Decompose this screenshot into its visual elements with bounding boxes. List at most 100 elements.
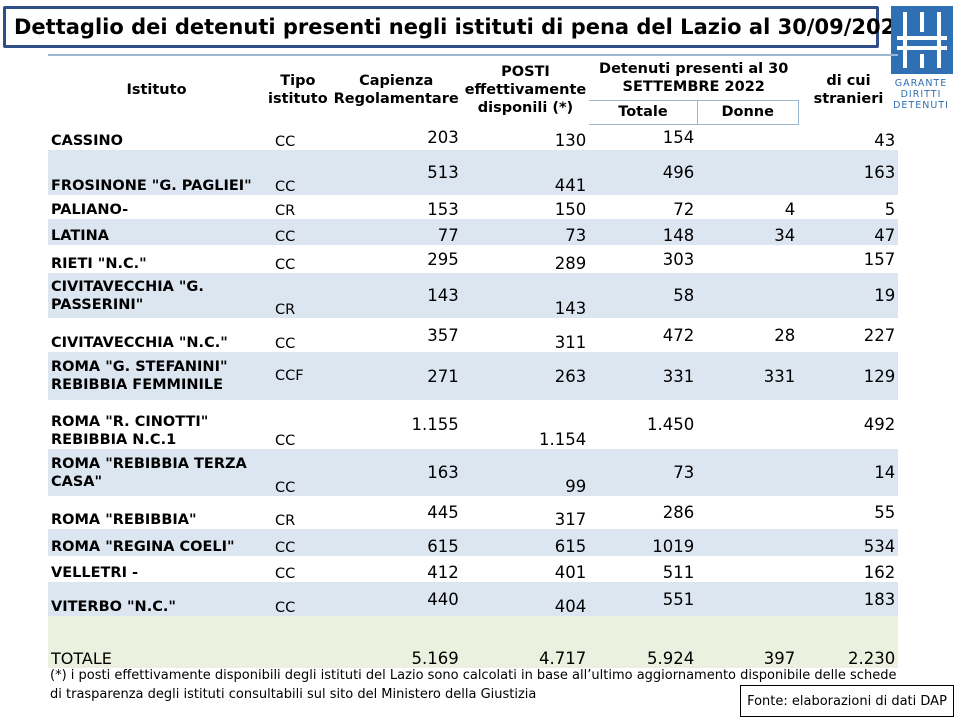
- cell-stranieri: 227: [863, 325, 896, 345]
- cell-donne: [697, 496, 798, 529]
- cell-totale: 286: [662, 503, 695, 522]
- table-row: LATINA CC 77 73 148 34 47: [48, 219, 899, 245]
- cell-posti: 73: [461, 219, 590, 245]
- cell-capienza: 143: [330, 273, 462, 318]
- cell-capienza: 357: [427, 325, 459, 345]
- cell-istituto: PALIANO-: [51, 202, 129, 218]
- cell-posti: 99: [461, 449, 590, 496]
- cell-posti: 263: [461, 352, 590, 400]
- garante-logo-icon: [891, 6, 953, 74]
- col-header-capienza: Capienza Regolamentare: [330, 54, 462, 124]
- table-header-row: Istituto Tipo istituto Capienza Regolame…: [48, 54, 899, 124]
- cell-posti: 615: [461, 529, 590, 556]
- detenuti-table: Istituto Tipo istituto Capienza Regolame…: [48, 54, 899, 668]
- cell-total-donne: 397: [697, 616, 799, 668]
- cell-istituto: CIVITAVECCHIA "N.C.": [51, 335, 228, 351]
- table-row: VELLETRI - CC 412 401 511 162: [48, 556, 898, 582]
- cell-totale: 511: [662, 563, 695, 582]
- cell-total-totale: 5.924: [589, 616, 698, 668]
- table-row: ROMA "REBIBBIA" CR 445 317 286 55: [48, 496, 898, 529]
- cell-istituto: VITERBO "N.C.": [48, 582, 265, 616]
- col-header-tipo: Tipo istituto: [265, 54, 331, 124]
- cell-capienza: 271: [330, 352, 462, 400]
- cell-total-label: TOTALE: [48, 616, 265, 668]
- cell-totale: 472: [662, 325, 695, 345]
- cell-total-posti: 4.717: [461, 616, 590, 668]
- cell-tipo: CC: [275, 336, 296, 352]
- cell-total-tipo: [265, 616, 331, 668]
- cell-posti: 317: [554, 510, 587, 529]
- table-row: ROMA "REBIBBIA TERZA CASA" CC 163 99 73 …: [48, 449, 899, 496]
- table-row: CIVITAVECCHIA "N.C." CC 357 311 472 28 2…: [48, 318, 898, 353]
- table-row: ROMA "REGINA COELI" CC 615 615 1019 534: [48, 529, 899, 556]
- cell-posti: 401: [554, 563, 587, 582]
- cell-istituto: CIVITAVECCHIA "G. PASSERINI": [48, 273, 265, 318]
- table-row: CASSINO CC 203 130 154 43: [48, 124, 898, 151]
- table-subheader-row: Totale Donne: [48, 100, 898, 125]
- col-header-detenuti: Detenuti presenti al 30 SETTEMBRE 2022: [589, 54, 799, 101]
- cell-donne: 34: [697, 219, 799, 245]
- cell-total-capienza: 5.169: [330, 616, 462, 668]
- cell-istituto: ROMA "REBIBBIA TERZA CASA": [48, 449, 265, 496]
- cell-capienza: 163: [330, 449, 462, 496]
- cell-donne: [697, 150, 799, 195]
- cell-tipo: CC: [275, 433, 296, 449]
- cell-stranieri: 492: [863, 415, 896, 434]
- cell-posti: 311: [554, 333, 587, 352]
- cell-istituto: CASSINO: [51, 133, 123, 149]
- cell-donne: 28: [774, 325, 796, 345]
- cell-tipo: CC: [265, 150, 331, 195]
- cell-istituto: ROMA "G. STEFANINI" REBIBBIA FEMMINILE: [48, 352, 265, 400]
- cell-posti: 404: [461, 582, 590, 616]
- cell-donne: 331: [697, 352, 799, 400]
- cell-stranieri: 43: [874, 131, 896, 150]
- cell-capienza: 203: [427, 127, 459, 147]
- cell-posti: 143: [461, 273, 590, 318]
- cell-tipo: CC: [275, 257, 296, 273]
- cell-tipo: CCF: [265, 352, 331, 400]
- cell-tipo: CC: [275, 566, 296, 582]
- source-box: Fonte: elaborazioni di dati DAP: [740, 685, 954, 717]
- table-row: RIETI "N.C." CC 295 289 303 157: [48, 245, 898, 274]
- cell-donne: [697, 449, 799, 496]
- cell-stranieri: 14: [798, 449, 899, 496]
- cell-posti: 441: [461, 150, 590, 195]
- cell-totale: 1019: [589, 529, 698, 556]
- cell-capienza: 153: [427, 200, 459, 219]
- footnote: (*) i posti effettivamente disponibili d…: [50, 668, 897, 702]
- cell-totale: 58: [589, 273, 698, 318]
- cell-capienza: 445: [427, 503, 459, 522]
- logo-line: GARANTE: [894, 78, 948, 89]
- table-row: PALIANO- CR 153 150 72 4 5: [48, 195, 898, 219]
- cell-stranieri: 19: [798, 273, 899, 318]
- col-header-totale: Totale: [589, 100, 698, 125]
- cell-tipo: CC: [265, 219, 331, 245]
- table-row: FROSINONE "G. PAGLIEI" CC 513 441 496 16…: [48, 150, 899, 195]
- cell-posti: 150: [554, 200, 587, 219]
- cell-stranieri: 129: [798, 352, 899, 400]
- cell-donne: [697, 273, 799, 318]
- cell-istituto: VELLETRI -: [51, 565, 139, 581]
- cell-donne: [697, 124, 798, 150]
- logo-line: DETENUTI: [893, 100, 949, 111]
- cell-totale: 303: [662, 249, 695, 269]
- cell-totale: 551: [589, 582, 698, 616]
- cell-istituto: ROMA "REGINA COELI": [48, 529, 265, 556]
- cell-istituto: FROSINONE "G. PAGLIEI": [48, 150, 265, 195]
- cell-totale: 73: [589, 449, 698, 496]
- cell-stranieri: 163: [798, 150, 899, 195]
- cell-istituto: RIETI "N.C.": [51, 256, 147, 272]
- cell-stranieri: 55: [874, 503, 896, 522]
- cell-capienza: 412: [427, 563, 459, 582]
- cell-donne: [697, 556, 798, 582]
- col-header-donne: Donne: [697, 100, 799, 125]
- table-body: CASSINO CC 203 130 154 43 FROSINONE "G. …: [48, 124, 899, 668]
- cell-totale: 72: [673, 200, 695, 219]
- table-row: CIVITAVECCHIA "G. PASSERINI" CR 143 143 …: [48, 273, 899, 318]
- cell-donne: [697, 529, 799, 556]
- cell-donne: [697, 400, 798, 449]
- col-header-stranieri: di cui stranieri: [798, 54, 899, 124]
- cell-tipo: CR: [265, 273, 331, 318]
- cell-capienza: 77: [330, 219, 462, 245]
- cell-totale: 154: [662, 127, 695, 147]
